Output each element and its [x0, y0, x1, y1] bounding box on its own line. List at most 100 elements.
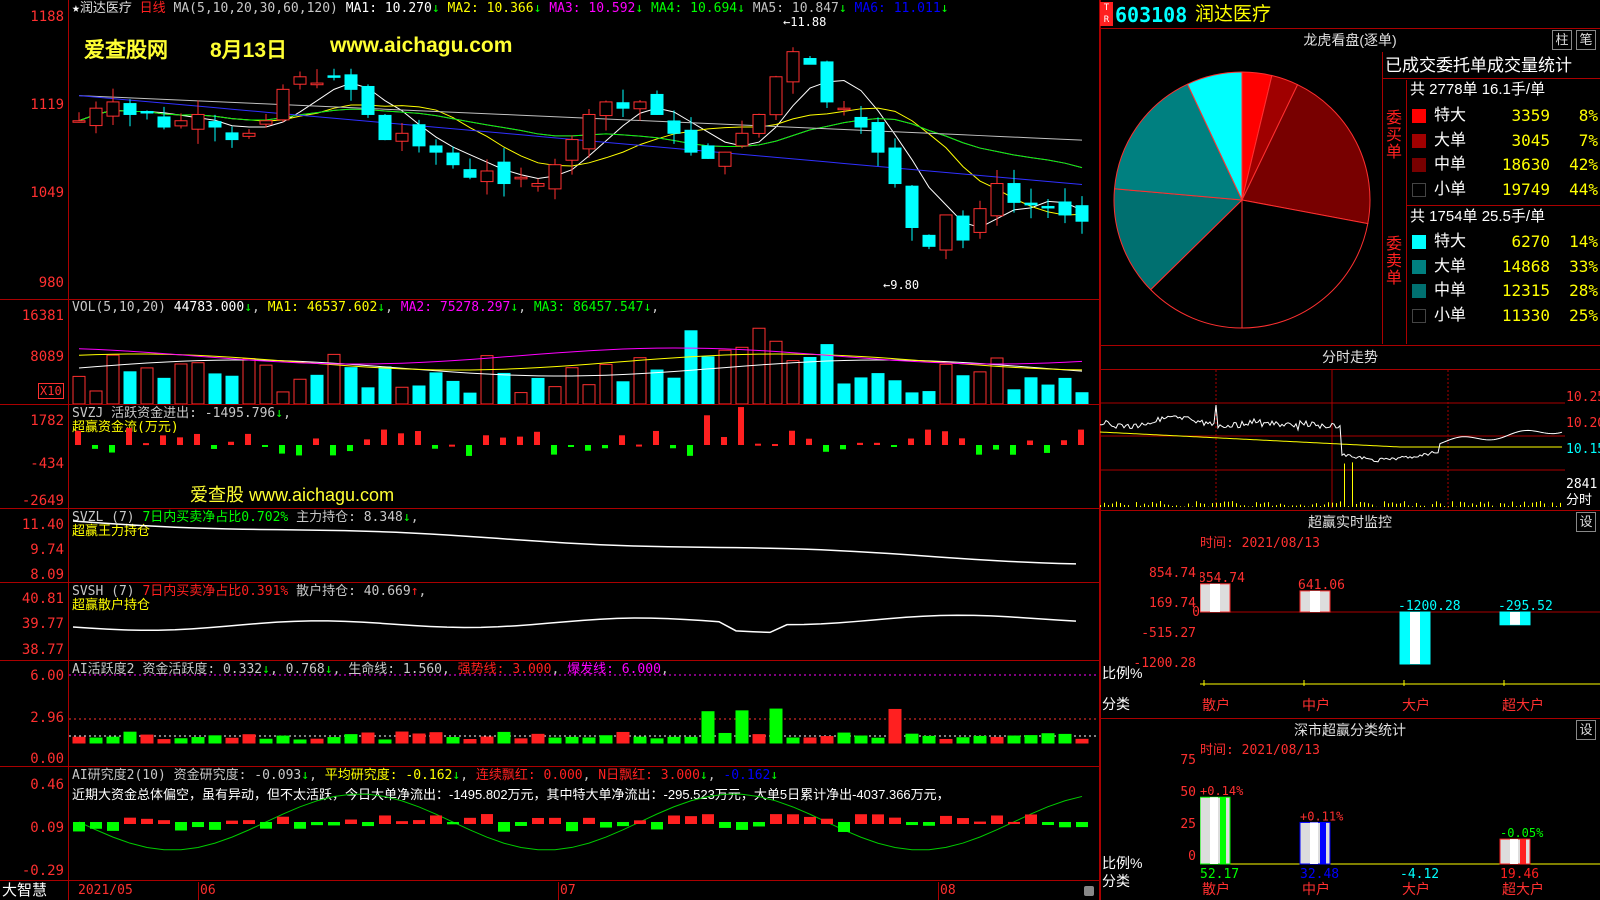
- flow-bar: [262, 445, 268, 447]
- intraday-volume-bar: [1256, 502, 1257, 507]
- intraday-volume-bar: [1196, 501, 1197, 507]
- svzj-ytick: -2649: [21, 493, 64, 509]
- intraday-volume-bar: [1440, 503, 1441, 507]
- intraday-volume-bar: [1148, 505, 1149, 507]
- longhu-pie-chart[interactable]: [1104, 60, 1384, 345]
- szstat-settings-button[interactable]: 设: [1576, 720, 1596, 740]
- order-type: 小单: [1434, 180, 1467, 198]
- bar-highlight: [1310, 590, 1320, 612]
- ai2-chart[interactable]: [69, 767, 1099, 880]
- candle: [650, 93, 664, 115]
- volume-bar: [786, 360, 800, 404]
- intraday-volume-bar: [1556, 505, 1557, 507]
- svsh-chart[interactable]: [69, 583, 1099, 660]
- research-bar: [753, 822, 765, 827]
- research-bar: [379, 815, 391, 824]
- sell-header: 共 1754单 25.5手/单: [1410, 208, 1546, 225]
- svzl-chart[interactable]: [69, 509, 1099, 582]
- svzj-sub: 超赢资金流(万元): [72, 420, 179, 435]
- candle: [803, 58, 817, 65]
- ma-line: [78, 104, 1083, 216]
- vol-unit: X10: [38, 383, 64, 399]
- monitor-bar-chart[interactable]: 854.74 641.06 -1200.28 -295.52: [1200, 552, 1600, 692]
- svzj-ytick: -434: [30, 456, 64, 472]
- svzl-label: SVZL (7): [72, 510, 135, 525]
- pie-slice: [1241, 199, 1369, 329]
- period-label[interactable]: 日线: [139, 1, 166, 16]
- research-bar: [702, 814, 714, 824]
- monitor-bar: -1200.28: [1398, 599, 1461, 665]
- watermark-url: www.aichagu.com: [330, 34, 513, 57]
- svsh-header: SVSH (7) 7日内买卖净占比0.391% 散户持仓: 40.669↑,: [72, 584, 427, 599]
- szstat-bar-chart[interactable]: +0.14% 52.17 +0.11% 32.48 -4.12 -0.05% 19.46: [1200, 760, 1600, 885]
- volume-bar: [225, 375, 239, 404]
- order-type: 大单: [1434, 131, 1467, 149]
- volume-bar: [1075, 392, 1089, 404]
- ai1-chart[interactable]: [69, 661, 1099, 766]
- activity-bar: [1007, 735, 1021, 744]
- intraday-volume-bar: [1488, 501, 1489, 507]
- volume-bar: [871, 373, 885, 404]
- flow-bar: [517, 436, 523, 445]
- szstat-ytick: 0: [1188, 849, 1196, 864]
- vol-ma3: 86457.547: [572, 300, 644, 315]
- candlestick-chart[interactable]: [69, 14, 1099, 299]
- tick-mode-button[interactable]: 笔: [1576, 30, 1596, 50]
- intraday-volume-bar: [1520, 504, 1521, 507]
- research-bar: [294, 822, 306, 829]
- kline-ytick: 1049: [30, 185, 64, 201]
- flow-bar: [602, 445, 608, 449]
- ai2-d: N日飘红:: [598, 768, 653, 783]
- activity-bar: [225, 737, 239, 744]
- intraday-volume-bar: [1220, 503, 1221, 507]
- intraday-volume-bar: [1276, 505, 1277, 507]
- volume-chart[interactable]: [69, 318, 1099, 404]
- intraday-volume-bar: [1348, 506, 1349, 507]
- intraday-chart[interactable]: [1100, 370, 1565, 508]
- ma-name: MA4: [651, 1, 675, 16]
- flow-bar: [976, 445, 982, 455]
- intraday-volume-bar: [1408, 505, 1409, 507]
- bar-mode-button[interactable]: 柱: [1552, 30, 1572, 50]
- fenshi-ytick: 10.25: [1566, 390, 1600, 405]
- research-bar: [651, 822, 663, 830]
- activity-bar: [378, 739, 392, 744]
- svsh-label: SVSH (7): [72, 584, 135, 599]
- order-type: 大单: [1434, 257, 1467, 275]
- lock-icon[interactable]: [1084, 886, 1094, 896]
- vol-label: VOL(5,10,20): [72, 300, 166, 315]
- sell-side-label: 委卖单: [1385, 236, 1402, 287]
- research-bar: [889, 817, 901, 824]
- ma-value: 10.366: [486, 1, 534, 16]
- research-bar: [821, 818, 833, 824]
- activity-bar: [871, 737, 885, 744]
- intraday-volume-bar: [1344, 463, 1345, 507]
- chart-area[interactable]: ★润达医疗 日线 MA(5,10,20,30,60,120) MA1: 10.2…: [0, 0, 1100, 900]
- order-type: 中单: [1434, 282, 1467, 299]
- ai2-a: 资金研究度:: [173, 768, 247, 783]
- flow-bar: [296, 445, 302, 456]
- bar-highlight: [1510, 839, 1518, 864]
- order-pct: 25%: [1569, 305, 1598, 325]
- monitor-settings-button[interactable]: 设: [1576, 512, 1596, 532]
- volume-ma-line: [78, 353, 1083, 371]
- svzj-chart[interactable]: [69, 405, 1099, 508]
- svzj-desc: 活跃资金进出:: [111, 406, 197, 421]
- flow-bar: [993, 445, 999, 450]
- bar-accent: [1320, 822, 1326, 864]
- research-bar: [430, 815, 442, 824]
- intraday-volume-bar: [1452, 501, 1453, 507]
- bar-highlight: [1210, 583, 1220, 612]
- ma-line: [78, 108, 1083, 169]
- volume-bar: [242, 358, 256, 404]
- category-label: 中户: [1302, 697, 1330, 713]
- flow-bar: [279, 445, 285, 454]
- svsh-main-value: 40.669: [363, 584, 411, 599]
- volume-bar: [259, 364, 273, 404]
- research-bar: [107, 822, 119, 831]
- research-bar: [838, 822, 850, 832]
- research-bar: [1042, 822, 1054, 826]
- candle: [905, 185, 919, 228]
- activity-bar: [429, 732, 443, 744]
